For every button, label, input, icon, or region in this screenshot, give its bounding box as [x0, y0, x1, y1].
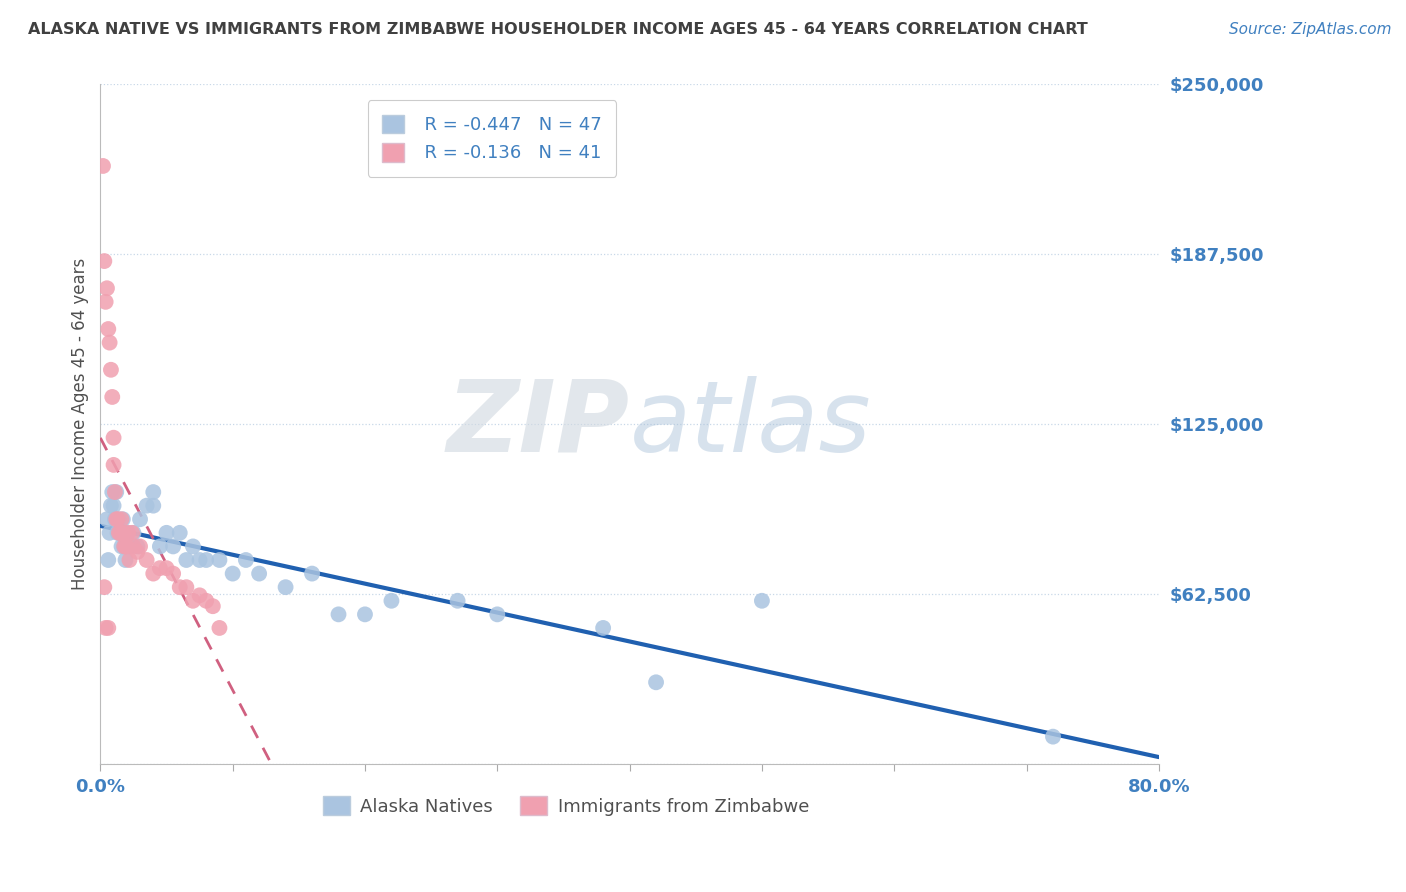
Point: [105, 512, 128, 526]
Point: [103, 499, 125, 513]
Point: [380, 594, 402, 608]
Point: [274, 580, 297, 594]
Point: [108, 512, 131, 526]
Y-axis label: Householder Income Ages 45 - 64 years: Householder Income Ages 45 - 64 years: [72, 258, 89, 591]
Point: [135, 553, 157, 567]
Point: [112, 540, 135, 554]
Point: [221, 566, 243, 581]
Point: [93, 580, 115, 594]
Point: [91, 159, 114, 173]
Point: [108, 525, 131, 540]
Point: [155, 561, 177, 575]
Point: [181, 540, 204, 554]
Text: ZIP: ZIP: [447, 376, 630, 473]
Point: [169, 525, 191, 540]
Point: [97, 322, 120, 336]
Point: [142, 566, 165, 581]
Point: [176, 580, 198, 594]
Point: [96, 281, 118, 295]
Text: Source: ZipAtlas.com: Source: ZipAtlas.com: [1229, 22, 1392, 37]
Point: [108, 525, 131, 540]
Point: [118, 553, 141, 567]
Point: [117, 540, 139, 554]
Point: [105, 485, 128, 500]
Point: [188, 588, 211, 602]
Point: [201, 599, 224, 614]
Point: [486, 607, 509, 622]
Point: [97, 621, 120, 635]
Point: [115, 540, 138, 554]
Point: [117, 525, 139, 540]
Point: [188, 553, 211, 567]
Point: [181, 594, 204, 608]
Legend: Alaska Natives, Immigrants from Zimbabwe: Alaska Natives, Immigrants from Zimbabwe: [315, 789, 817, 822]
Point: [110, 540, 132, 554]
Point: [129, 512, 152, 526]
Point: [155, 525, 177, 540]
Point: [121, 525, 143, 540]
Point: [751, 594, 773, 608]
Point: [122, 540, 145, 554]
Point: [104, 485, 127, 500]
Point: [100, 363, 122, 377]
Point: [98, 335, 121, 350]
Point: [96, 512, 118, 526]
Point: [114, 540, 136, 554]
Point: [1042, 730, 1064, 744]
Point: [94, 294, 117, 309]
Point: [93, 254, 115, 268]
Point: [97, 553, 120, 567]
Point: [114, 553, 136, 567]
Point: [592, 621, 614, 635]
Point: [446, 594, 468, 608]
Point: [176, 553, 198, 567]
Point: [127, 540, 149, 554]
Point: [142, 485, 165, 500]
Point: [301, 566, 323, 581]
Point: [149, 561, 172, 575]
Point: [122, 525, 145, 540]
Point: [354, 607, 377, 622]
Point: [162, 566, 184, 581]
Point: [103, 431, 125, 445]
Point: [169, 580, 191, 594]
Point: [235, 553, 257, 567]
Point: [110, 512, 132, 526]
Point: [94, 621, 117, 635]
Point: [118, 540, 141, 554]
Point: [135, 499, 157, 513]
Point: [101, 390, 124, 404]
Point: [328, 607, 350, 622]
Point: [645, 675, 668, 690]
Point: [104, 512, 127, 526]
Point: [142, 499, 165, 513]
Point: [129, 540, 152, 554]
Point: [208, 621, 231, 635]
Text: atlas: atlas: [630, 376, 872, 473]
Point: [162, 540, 184, 554]
Point: [108, 525, 131, 540]
Point: [208, 553, 231, 567]
Point: [98, 525, 121, 540]
Point: [195, 594, 218, 608]
Point: [127, 545, 149, 559]
Point: [115, 525, 138, 540]
Text: ALASKA NATIVE VS IMMIGRANTS FROM ZIMBABWE HOUSEHOLDER INCOME AGES 45 - 64 YEARS : ALASKA NATIVE VS IMMIGRANTS FROM ZIMBABW…: [28, 22, 1088, 37]
Point: [107, 525, 129, 540]
Point: [107, 512, 129, 526]
Point: [112, 540, 135, 554]
Point: [111, 512, 134, 526]
Point: [247, 566, 270, 581]
Point: [195, 553, 218, 567]
Point: [103, 458, 125, 472]
Point: [149, 540, 172, 554]
Point: [101, 485, 124, 500]
Point: [100, 499, 122, 513]
Point: [111, 525, 134, 540]
